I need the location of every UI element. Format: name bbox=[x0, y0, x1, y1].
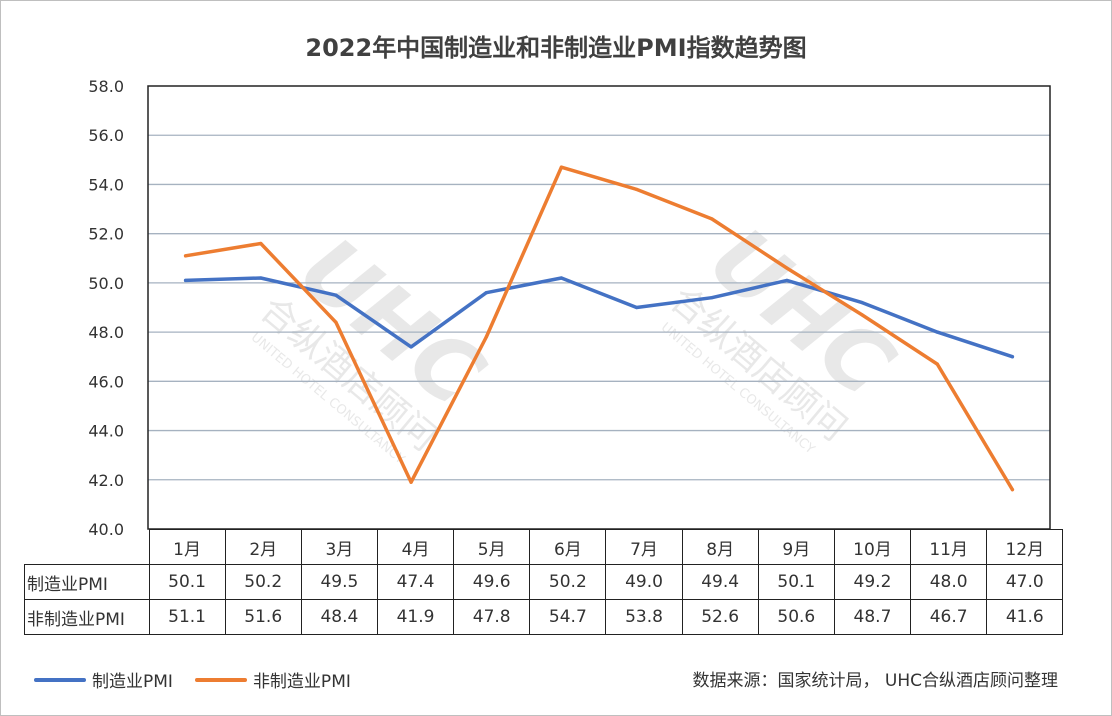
x-tick-label: 8月 bbox=[681, 529, 759, 565]
legend-item: 非制造业PMI bbox=[194, 667, 351, 692]
legend-label: 制造业PMI bbox=[92, 672, 173, 692]
data-label: 48.4 bbox=[300, 599, 378, 635]
y-tick-label: 56.0 bbox=[88, 126, 124, 145]
data-point bbox=[484, 335, 488, 339]
data-point bbox=[259, 276, 263, 280]
data-label: 54.7 bbox=[529, 599, 607, 635]
data-label: 49.2 bbox=[833, 564, 912, 600]
y-tick-label: 42.0 bbox=[88, 471, 124, 490]
data-point bbox=[409, 480, 413, 484]
data-label: 49.4 bbox=[681, 564, 759, 600]
data-point bbox=[259, 241, 263, 246]
data-label: 50.2 bbox=[529, 564, 607, 600]
data-table: 1月 2月 3月 4月 5月 6月 7月 8月 9月 10月 11月 12月 制造业PMI 50.1 50.… bbox=[24, 529, 1064, 635]
data-label: 51.1 bbox=[148, 599, 226, 635]
series-line-1 bbox=[183, 276, 1015, 359]
x-tick-label: 11月 bbox=[910, 529, 988, 565]
data-point bbox=[334, 320, 338, 324]
data-point bbox=[860, 300, 864, 305]
y-tick-label: 46.0 bbox=[88, 372, 124, 391]
x-tick-label: 3月 bbox=[300, 529, 378, 565]
x-tick-label: 2月 bbox=[224, 529, 302, 565]
data-point bbox=[634, 305, 639, 310]
chart-title: 2022年中国制造业和非制造业PMI指数趋势图 bbox=[305, 34, 806, 62]
row-label: 非制造业PMI bbox=[24, 599, 150, 635]
data-point bbox=[935, 330, 939, 334]
x-tick-label: 10月 bbox=[833, 529, 912, 565]
data-label: 52.6 bbox=[681, 599, 759, 635]
data-point bbox=[484, 291, 488, 295]
data-label: 47.8 bbox=[453, 599, 531, 635]
data-label: 51.6 bbox=[224, 599, 302, 635]
data-point bbox=[710, 217, 714, 221]
legend-item: 制造业PMI bbox=[34, 667, 173, 692]
data-point bbox=[710, 296, 714, 300]
y-tick-label: 58.0 bbox=[88, 77, 124, 96]
y-axis-ticks: 40.042.044.046.048.050.052.054.056.058.0 bbox=[88, 77, 124, 539]
data-label: 49.0 bbox=[605, 564, 683, 600]
legend-swatch bbox=[34, 677, 86, 682]
table-corner bbox=[24, 529, 150, 565]
x-tick-label: 12月 bbox=[986, 529, 1064, 565]
x-tick-label: 6月 bbox=[529, 529, 607, 565]
data-label: 50.6 bbox=[757, 599, 835, 635]
series-line-2 bbox=[183, 165, 1015, 492]
data-label: 50.1 bbox=[148, 564, 226, 600]
data-point bbox=[785, 278, 789, 283]
data-point bbox=[334, 293, 338, 297]
x-tick-label: 5月 bbox=[453, 529, 531, 565]
data-point bbox=[1010, 355, 1015, 359]
data-point bbox=[785, 266, 789, 270]
y-tick-label: 52.0 bbox=[88, 225, 124, 244]
data-point bbox=[1010, 488, 1015, 492]
data-label: 47.4 bbox=[376, 564, 455, 600]
data-label: 48.7 bbox=[833, 599, 912, 635]
y-tick-label: 44.0 bbox=[88, 422, 124, 441]
data-label: 47.0 bbox=[986, 564, 1064, 600]
y-tick-label: 54.0 bbox=[88, 175, 124, 194]
legend-label: 非制造业PMI bbox=[252, 672, 351, 692]
data-point bbox=[409, 345, 413, 349]
row-label: 制造业PMI bbox=[24, 564, 150, 600]
y-tick-label: 50.0 bbox=[88, 274, 124, 293]
data-label: 53.8 bbox=[605, 599, 683, 635]
data-label: 41.9 bbox=[376, 599, 455, 635]
data-point bbox=[935, 362, 939, 366]
data-label: 48.0 bbox=[910, 564, 988, 600]
data-label: 50.1 bbox=[757, 564, 835, 600]
table-row: 非制造业PMI 51.1 51.6 48.4 41.9 47.8 54.7 53.8 52.6 5… bbox=[24, 599, 1064, 635]
data-label: 49.6 bbox=[453, 564, 531, 600]
data-point bbox=[559, 276, 564, 280]
data-point bbox=[183, 254, 188, 258]
series-lines bbox=[183, 165, 1015, 492]
data-point bbox=[634, 187, 639, 191]
pmi-line-chart: 2022年中国制造业和非制造业PMI指数趋势图 UHC合纵酒店顾问UNITED … bbox=[88, 34, 1051, 539]
legend-swatch bbox=[194, 677, 247, 682]
x-tick-label: 9月 bbox=[757, 529, 835, 565]
source-note: 数据来源：国家统计局， UHC合纵酒店顾问整理 bbox=[692, 671, 1059, 691]
table-row: 制造业PMI 50.1 50.2 49.5 47.4 49.6 50.2 49.0 49.4 50… bbox=[24, 564, 1064, 600]
data-label: 41.6 bbox=[986, 599, 1064, 635]
data-label: 50.2 bbox=[224, 564, 302, 600]
data-point bbox=[860, 313, 864, 317]
legend: 制造业PMI 非制造业PMI bbox=[34, 667, 373, 692]
x-tick-label: 4月 bbox=[376, 529, 455, 565]
data-point bbox=[559, 165, 564, 169]
data-label: 46.7 bbox=[910, 599, 988, 635]
data-label: 49.5 bbox=[300, 564, 378, 600]
y-tick-label: 48.0 bbox=[88, 323, 124, 342]
x-tick-label: 7月 bbox=[605, 529, 683, 565]
data-point bbox=[183, 278, 188, 283]
x-tick-label: 1月 bbox=[148, 529, 226, 565]
